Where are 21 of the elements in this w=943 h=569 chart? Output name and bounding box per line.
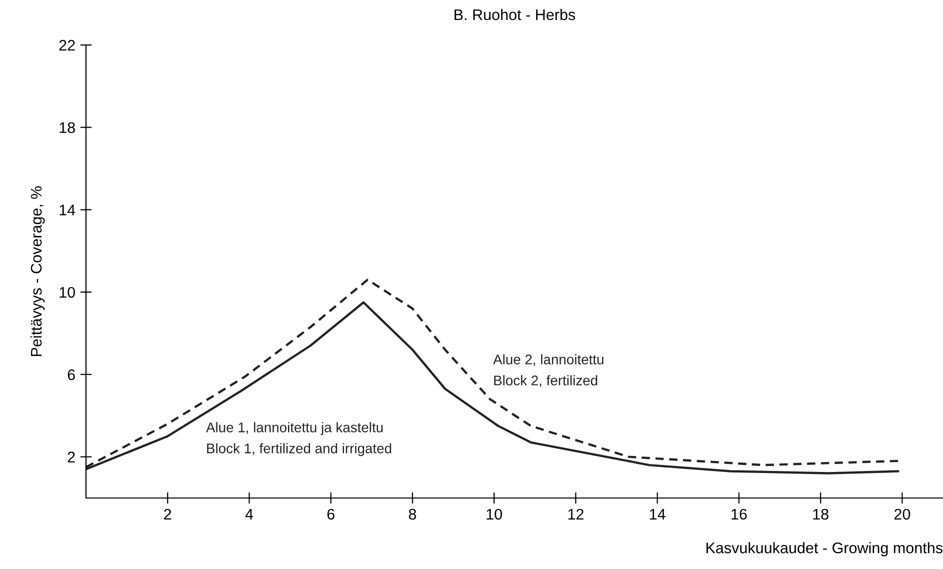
y-tick-label: 22 [59, 40, 75, 51]
x-tick-label: 6 [327, 508, 334, 520]
series-label: Alue 2, lannoitettu Block 2, fertilized [493, 354, 604, 388]
x-axis-title: Kasvukuukaudet - Growing months [706, 542, 942, 556]
y-tick-label: 14 [60, 204, 76, 216]
x-tick-label: 4 [245, 508, 254, 520]
x-tick-label: 10 [486, 508, 502, 520]
x-tick-label: 2 [164, 508, 172, 520]
y-tick-label: 2 [68, 452, 75, 462]
y-tick-label: 18 [60, 122, 75, 134]
x-tick-label: 8 [408, 508, 416, 520]
x-tick-label: 16 [732, 508, 747, 520]
x-tick-label: 14 [650, 508, 666, 520]
y-tick-label: 6 [68, 369, 75, 380]
y-axis-title: Peittävyys - Coverage, % [30, 186, 45, 356]
series-label: Alue 1, lannoitettu ja kasteltu Block 1, fertilized and irrigated [206, 422, 392, 456]
y-tick-label: 10 [60, 286, 75, 298]
chart-title: B. Ruohot - Herbs [454, 8, 576, 20]
x-tick-label: 20 [894, 508, 910, 520]
x-tick-label: 18 [813, 508, 828, 520]
x-tick-label: 12 [568, 508, 584, 520]
